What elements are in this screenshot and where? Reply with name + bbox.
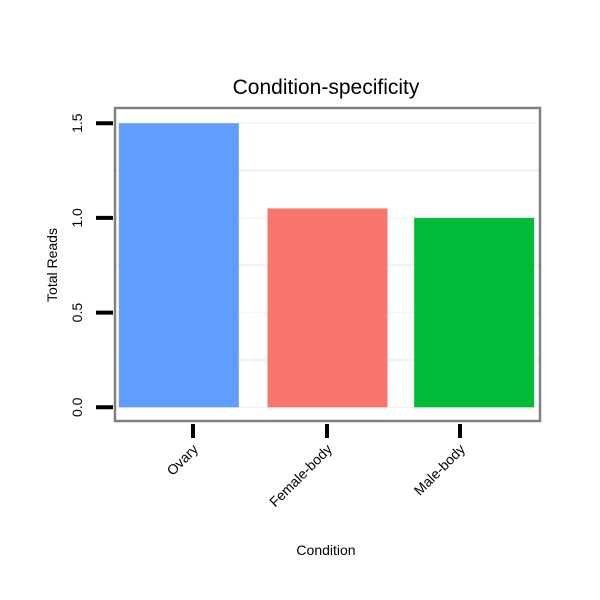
y-tick-label: 1.0 xyxy=(69,208,85,228)
y-tick-label: 0.5 xyxy=(69,303,85,323)
y-tick-label: 1.5 xyxy=(69,113,85,133)
x-tick-label: Female-body xyxy=(266,441,335,510)
bar-female-body xyxy=(267,208,388,408)
bar-male-body xyxy=(414,217,535,408)
x-tick-label: Male-body xyxy=(411,441,469,499)
plot-border xyxy=(113,106,542,423)
x-axis-label: Condition xyxy=(296,542,355,558)
chart-title: Condition-specificity xyxy=(233,76,420,99)
y-axis-label: Total Reads xyxy=(44,228,60,302)
bar-ovary xyxy=(118,123,239,408)
x-tick-label: Ovary xyxy=(163,441,201,479)
y-tick-label: 0.0 xyxy=(69,397,85,417)
